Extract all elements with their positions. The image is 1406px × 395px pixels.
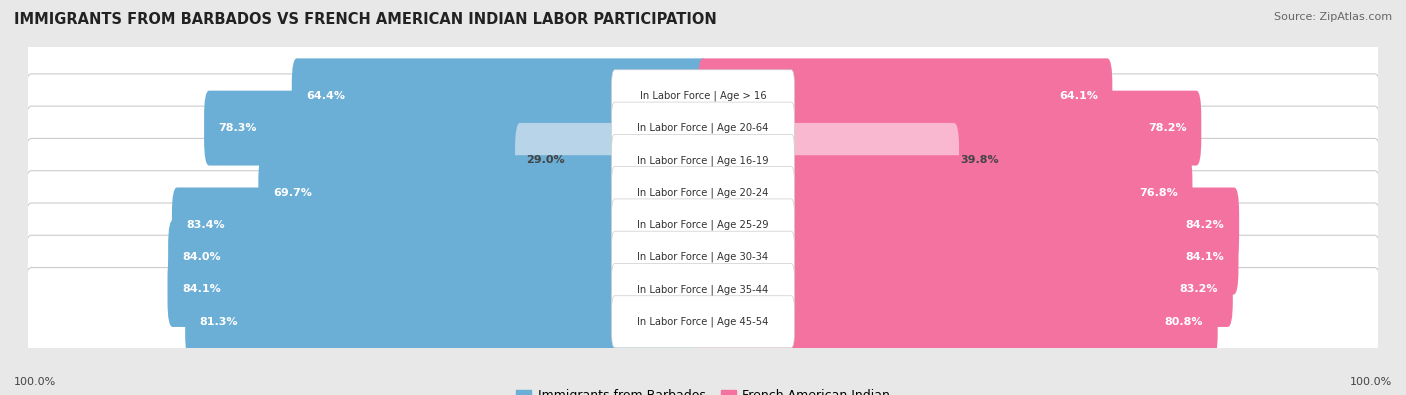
Text: 39.8%: 39.8% <box>960 155 998 166</box>
Text: 78.2%: 78.2% <box>1149 123 1187 133</box>
Text: In Labor Force | Age 20-24: In Labor Force | Age 20-24 <box>637 187 769 198</box>
Text: 81.3%: 81.3% <box>200 317 238 327</box>
FancyBboxPatch shape <box>612 296 794 348</box>
FancyBboxPatch shape <box>612 134 794 186</box>
FancyBboxPatch shape <box>167 252 709 327</box>
Text: In Labor Force | Age 35-44: In Labor Force | Age 35-44 <box>637 284 769 295</box>
Text: 64.1%: 64.1% <box>1059 91 1098 101</box>
Text: 100.0%: 100.0% <box>14 377 56 387</box>
FancyBboxPatch shape <box>612 231 794 283</box>
Text: In Labor Force | Age 20-64: In Labor Force | Age 20-64 <box>637 123 769 134</box>
Text: 69.7%: 69.7% <box>273 188 312 198</box>
Text: 78.3%: 78.3% <box>218 123 257 133</box>
FancyBboxPatch shape <box>24 235 1382 344</box>
FancyBboxPatch shape <box>697 155 1192 230</box>
FancyBboxPatch shape <box>24 106 1382 214</box>
FancyBboxPatch shape <box>697 123 959 198</box>
FancyBboxPatch shape <box>612 199 794 251</box>
Text: In Labor Force | Age > 16: In Labor Force | Age > 16 <box>640 90 766 101</box>
FancyBboxPatch shape <box>612 167 794 219</box>
FancyBboxPatch shape <box>515 123 709 198</box>
FancyBboxPatch shape <box>697 58 1112 133</box>
Legend: Immigrants from Barbados, French American Indian: Immigrants from Barbados, French America… <box>512 384 894 395</box>
Text: 83.2%: 83.2% <box>1180 284 1219 295</box>
FancyBboxPatch shape <box>697 188 1239 262</box>
FancyBboxPatch shape <box>172 188 709 262</box>
Text: IMMIGRANTS FROM BARBADOS VS FRENCH AMERICAN INDIAN LABOR PARTICIPATION: IMMIGRANTS FROM BARBADOS VS FRENCH AMERI… <box>14 12 717 27</box>
Text: 84.0%: 84.0% <box>183 252 221 262</box>
FancyBboxPatch shape <box>697 91 1201 166</box>
FancyBboxPatch shape <box>24 267 1382 376</box>
Text: 64.4%: 64.4% <box>307 91 346 101</box>
Text: 29.0%: 29.0% <box>526 155 565 166</box>
Text: 76.8%: 76.8% <box>1139 188 1178 198</box>
FancyBboxPatch shape <box>697 252 1233 327</box>
Text: Source: ZipAtlas.com: Source: ZipAtlas.com <box>1274 12 1392 22</box>
FancyBboxPatch shape <box>24 138 1382 247</box>
FancyBboxPatch shape <box>24 41 1382 150</box>
Text: In Labor Force | Age 25-29: In Labor Force | Age 25-29 <box>637 220 769 230</box>
Text: 84.1%: 84.1% <box>181 284 221 295</box>
FancyBboxPatch shape <box>24 74 1382 182</box>
FancyBboxPatch shape <box>259 155 709 230</box>
Text: In Labor Force | Age 30-34: In Labor Force | Age 30-34 <box>637 252 769 262</box>
FancyBboxPatch shape <box>24 171 1382 279</box>
FancyBboxPatch shape <box>292 58 709 133</box>
Text: 84.2%: 84.2% <box>1185 220 1225 230</box>
FancyBboxPatch shape <box>612 263 794 316</box>
FancyBboxPatch shape <box>169 220 709 295</box>
FancyBboxPatch shape <box>204 91 709 166</box>
FancyBboxPatch shape <box>612 70 794 122</box>
Text: 100.0%: 100.0% <box>1350 377 1392 387</box>
Text: 83.4%: 83.4% <box>187 220 225 230</box>
Text: In Labor Force | Age 16-19: In Labor Force | Age 16-19 <box>637 155 769 166</box>
FancyBboxPatch shape <box>186 284 709 359</box>
FancyBboxPatch shape <box>697 284 1218 359</box>
FancyBboxPatch shape <box>612 102 794 154</box>
Text: In Labor Force | Age 45-54: In Labor Force | Age 45-54 <box>637 316 769 327</box>
Text: 80.8%: 80.8% <box>1164 317 1204 327</box>
FancyBboxPatch shape <box>697 220 1239 295</box>
Text: 84.1%: 84.1% <box>1185 252 1225 262</box>
FancyBboxPatch shape <box>24 203 1382 311</box>
